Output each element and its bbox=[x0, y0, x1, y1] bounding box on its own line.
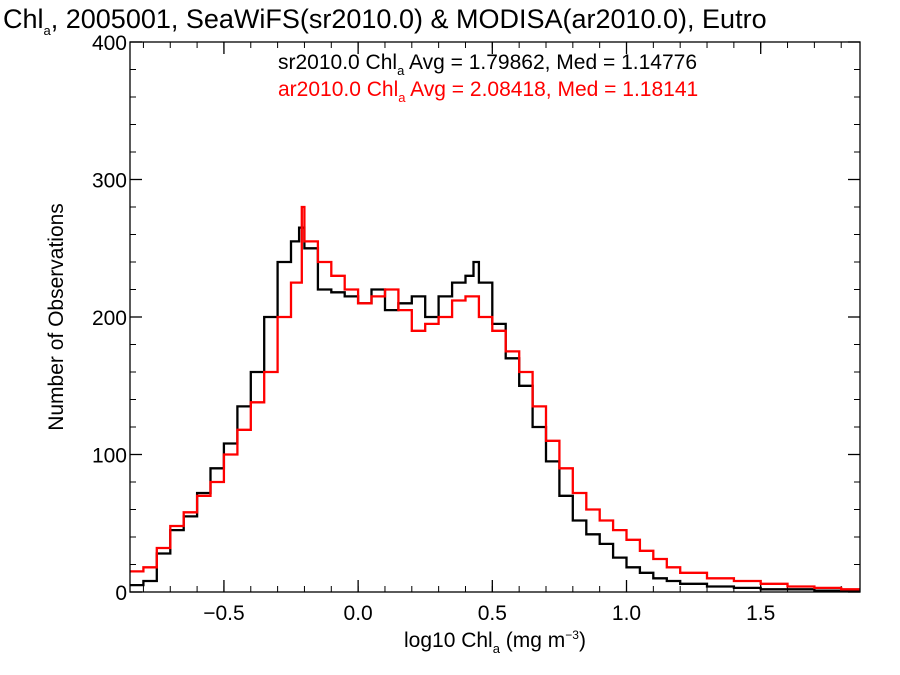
y-tick-label: 100 bbox=[92, 445, 127, 468]
y-tick-label: 300 bbox=[92, 170, 127, 193]
histogram-ar2010 bbox=[130, 205, 860, 591]
annotation-red-sub: a bbox=[398, 90, 406, 105]
x-axis-label: log10 Chla (mg m−3) bbox=[404, 628, 586, 656]
title-post: , 2005001, SeaWiFS(sr2010.0) & MODISA(ar… bbox=[51, 4, 767, 34]
xlabel-mid: (mg m bbox=[500, 629, 565, 652]
annotation-black-post: Avg = 1.79862, Med = 1.14776 bbox=[404, 51, 697, 74]
xlabel-pre: log10 Chl bbox=[404, 629, 493, 652]
annotation-black-pre: sr2010.0 Chl bbox=[278, 51, 397, 74]
xlabel-post: ) bbox=[579, 629, 586, 652]
x-tick-label: 0.0 bbox=[344, 602, 373, 625]
series-group bbox=[130, 205, 860, 592]
y-axis-label: Number of Observations bbox=[45, 203, 68, 431]
y-tick-label: 0 bbox=[115, 582, 127, 605]
title-sub: a bbox=[44, 23, 52, 38]
xlabel-sup: −3 bbox=[565, 628, 579, 642]
plot-frame bbox=[129, 41, 861, 593]
x-tick-label: 1.0 bbox=[612, 602, 641, 625]
xlabel-sub: a bbox=[493, 641, 501, 656]
tick-labels: −0.5 0.0 0.5 1.0 1.5 0 100 200 300 400 bbox=[92, 32, 775, 625]
annotation-black: sr2010.0 Chla Avg = 1.79862, Med = 1.147… bbox=[278, 51, 697, 78]
title-pre: Chl bbox=[3, 4, 44, 34]
x-tick-label: 0.5 bbox=[478, 602, 507, 625]
annotation-red-post: Avg = 2.08418, Med = 1.18141 bbox=[405, 78, 698, 101]
y-tick-label: 200 bbox=[92, 307, 127, 330]
y-tick-label: 400 bbox=[92, 32, 127, 55]
x-tick-label: −0.5 bbox=[203, 602, 244, 625]
x-tick-label: 1.5 bbox=[746, 602, 775, 625]
annotations: sr2010.0 Chla Avg = 1.79862, Med = 1.147… bbox=[278, 51, 698, 105]
annotation-red: ar2010.0 Chla Avg = 2.08418, Med = 1.181… bbox=[278, 78, 698, 105]
histogram-sr2010 bbox=[130, 226, 860, 592]
svg-text:Chla, 2005001, SeaWiFS(sr2010.: Chla, 2005001, SeaWiFS(sr2010.0) & MODIS… bbox=[3, 4, 767, 38]
chart-title: Chla, 2005001, SeaWiFS(sr2010.0) & MODIS… bbox=[3, 4, 767, 38]
svg-text:log10 Chla (mg m−3): log10 Chla (mg m−3) bbox=[404, 628, 586, 656]
minor-ticks bbox=[130, 41, 860, 593]
annotation-red-pre: ar2010.0 Chl bbox=[278, 78, 398, 101]
major-ticks bbox=[130, 41, 860, 593]
annotation-black-sub: a bbox=[397, 63, 405, 78]
